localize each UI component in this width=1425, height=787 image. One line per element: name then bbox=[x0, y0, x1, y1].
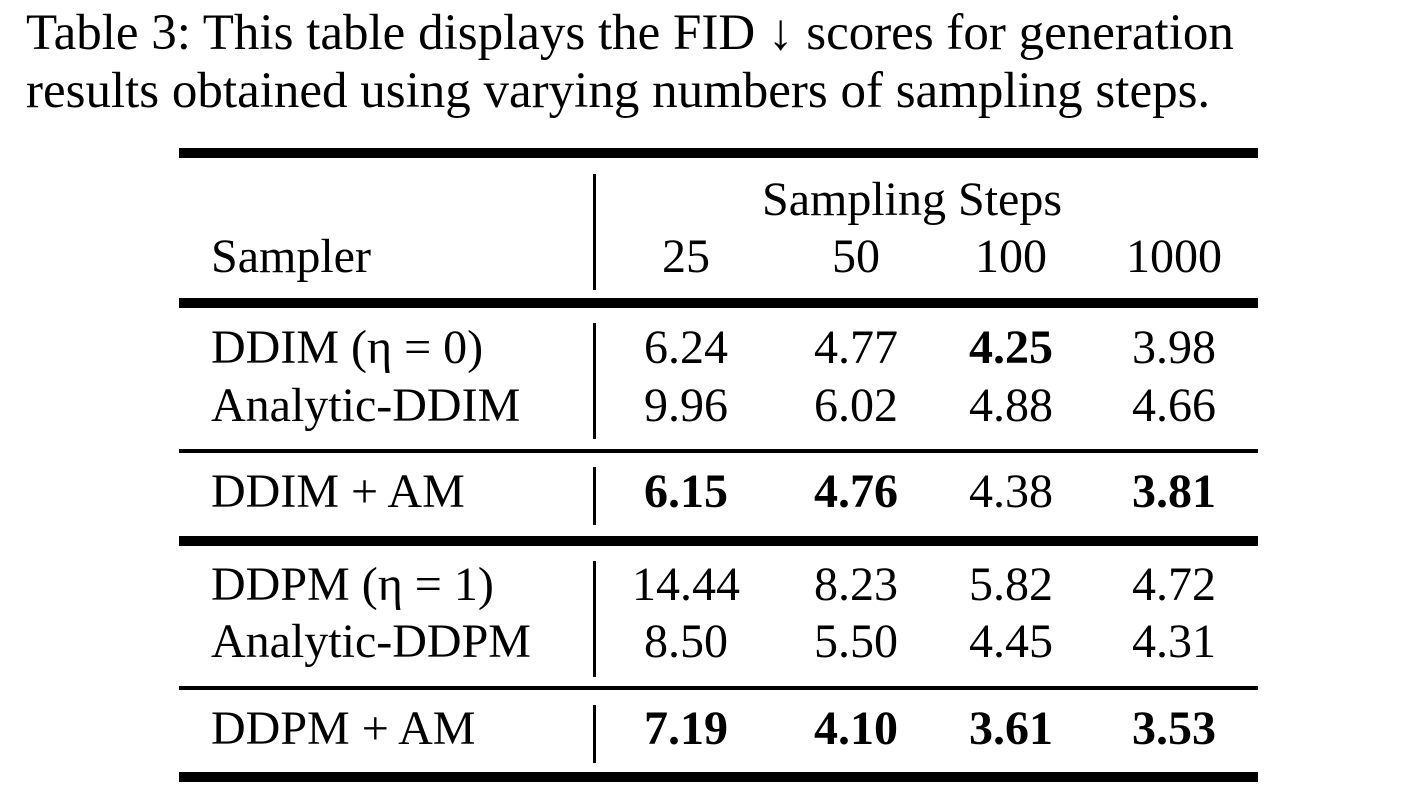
table-cell: 8.23 bbox=[814, 558, 898, 611]
table-cell: 4.88 bbox=[969, 379, 1053, 432]
table-cell: 4.77 bbox=[814, 321, 898, 374]
caption-line-1: Table 3: This table displays the FID ↓ s… bbox=[26, 5, 1234, 61]
table-cell: 5.82 bbox=[969, 558, 1053, 611]
bottom-rule bbox=[179, 772, 1258, 782]
table-cell: 7.19 bbox=[644, 702, 728, 755]
column-header: 100 bbox=[975, 230, 1047, 283]
group-rule-3 bbox=[179, 686, 1258, 690]
column-separator bbox=[593, 467, 596, 525]
table-cell: 3.53 bbox=[1132, 702, 1216, 755]
column-separator bbox=[593, 705, 596, 763]
row-label: DDIM + AM bbox=[211, 465, 465, 518]
table-cell: 4.10 bbox=[814, 702, 898, 755]
group-rule-2 bbox=[179, 536, 1258, 546]
column-separator bbox=[593, 174, 596, 290]
table-cell: 14.44 bbox=[632, 558, 740, 611]
column-header: 25 bbox=[662, 230, 710, 283]
group-header: Sampling Steps bbox=[762, 173, 1063, 226]
table-cell: 4.38 bbox=[969, 465, 1053, 518]
row-label: DDPM (η = 1) bbox=[211, 558, 494, 611]
column-header: 1000 bbox=[1126, 230, 1222, 283]
table-cell: 4.72 bbox=[1132, 558, 1216, 611]
header-rule bbox=[179, 298, 1258, 308]
table-caption: Table 3: This table displays the FID ↓ s… bbox=[26, 4, 1421, 120]
group-rule-1 bbox=[179, 449, 1258, 453]
column-separator bbox=[593, 323, 596, 439]
column-header: 50 bbox=[832, 230, 880, 283]
table-cell: 9.96 bbox=[644, 379, 728, 432]
table-cell: 4.25 bbox=[969, 321, 1053, 374]
caption-line-2: results obtained using varying numbers o… bbox=[26, 63, 1211, 119]
row-label: Analytic-DDPM bbox=[211, 615, 531, 668]
table-cell: 4.45 bbox=[969, 615, 1053, 668]
column-separator bbox=[593, 561, 596, 677]
table-cell: 5.50 bbox=[814, 615, 898, 668]
row-label: Analytic-DDIM bbox=[211, 379, 521, 432]
table-cell: 4.76 bbox=[814, 465, 898, 518]
table-cell: 6.15 bbox=[644, 465, 728, 518]
top-rule bbox=[179, 148, 1258, 158]
row-label: DDIM (η = 0) bbox=[211, 321, 484, 374]
table-cell: 3.81 bbox=[1132, 465, 1216, 518]
table-cell: 4.31 bbox=[1132, 615, 1216, 668]
table-cell: 3.61 bbox=[969, 702, 1053, 755]
table-cell: 6.02 bbox=[814, 379, 898, 432]
row-label: DDPM + AM bbox=[211, 702, 476, 755]
sampler-header: Sampler bbox=[211, 230, 371, 283]
table-cell: 6.24 bbox=[644, 321, 728, 374]
table-cell: 3.98 bbox=[1132, 321, 1216, 374]
table-cell: 4.66 bbox=[1132, 379, 1216, 432]
table-cell: 8.50 bbox=[644, 615, 728, 668]
